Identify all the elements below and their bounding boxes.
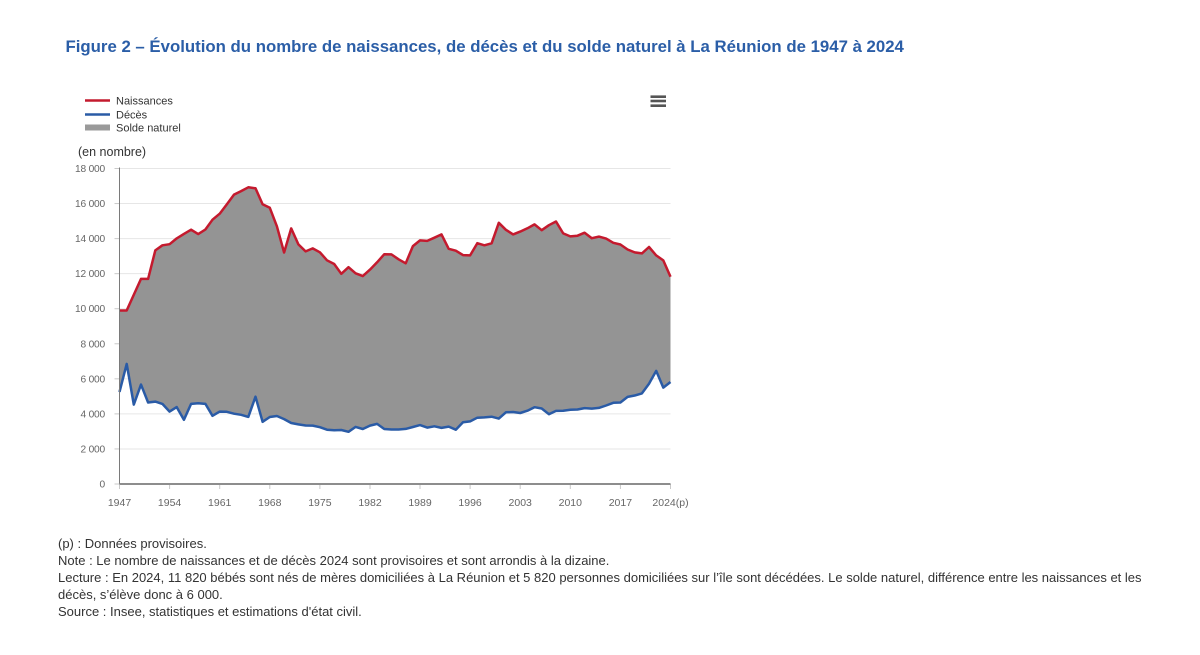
svg-text:18 000: 18 000 [75, 164, 105, 175]
svg-text:4 000: 4 000 [81, 409, 106, 420]
svg-text:8 000: 8 000 [81, 339, 106, 350]
svg-text:2 000: 2 000 [81, 444, 106, 455]
svg-text:16 000: 16 000 [75, 199, 105, 210]
svg-text:12 000: 12 000 [75, 269, 105, 280]
svg-text:1961: 1961 [208, 497, 232, 509]
svg-text:0: 0 [100, 480, 106, 491]
svg-text:1975: 1975 [308, 497, 332, 509]
svg-text:Solde naturel: Solde naturel [116, 123, 181, 135]
svg-text:1947: 1947 [108, 497, 132, 509]
svg-text:Décès: Décès [116, 110, 148, 122]
svg-text:1968: 1968 [258, 497, 282, 509]
svg-text:6 000: 6 000 [81, 374, 106, 385]
svg-text:2010: 2010 [559, 497, 583, 509]
svg-text:14 000: 14 000 [75, 234, 105, 245]
svg-text:1982: 1982 [358, 497, 382, 509]
svg-text:Naissances: Naissances [116, 96, 173, 108]
svg-text:(en nombre): (en nombre) [78, 145, 146, 159]
svg-text:2017: 2017 [609, 497, 633, 509]
svg-text:2024(p): 2024(p) [652, 497, 688, 509]
svg-text:1996: 1996 [458, 497, 482, 509]
svg-text:2003: 2003 [509, 497, 533, 509]
svg-text:10 000: 10 000 [75, 304, 105, 315]
svg-text:1954: 1954 [158, 497, 182, 509]
svg-text:1989: 1989 [408, 497, 432, 509]
